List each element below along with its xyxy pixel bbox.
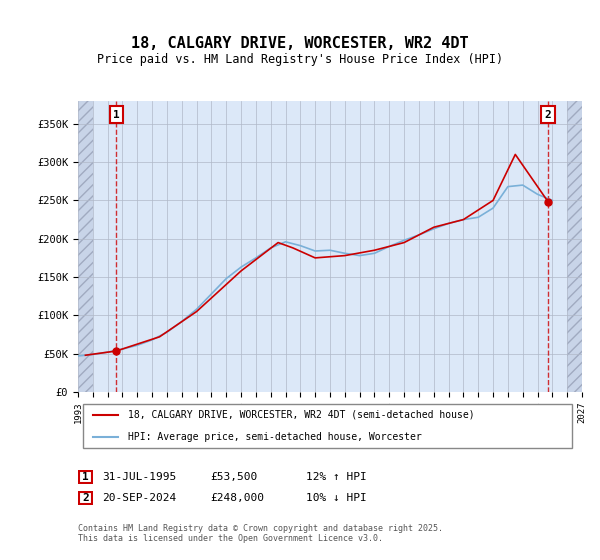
Text: £53,500: £53,500 [210,472,257,482]
Text: Price paid vs. HM Land Registry's House Price Index (HPI): Price paid vs. HM Land Registry's House … [97,53,503,66]
Text: Contains HM Land Registry data © Crown copyright and database right 2025.
This d: Contains HM Land Registry data © Crown c… [78,524,443,543]
Text: HPI: Average price, semi-detached house, Worcester: HPI: Average price, semi-detached house,… [128,432,422,442]
Text: 2: 2 [545,110,551,119]
Text: 12% ↑ HPI: 12% ↑ HPI [306,472,367,482]
Text: 1: 1 [82,472,89,482]
FancyBboxPatch shape [83,404,572,448]
Text: 20-SEP-2024: 20-SEP-2024 [102,493,176,503]
Text: 31-JUL-1995: 31-JUL-1995 [102,472,176,482]
Text: 18, CALGARY DRIVE, WORCESTER, WR2 4DT (semi-detached house): 18, CALGARY DRIVE, WORCESTER, WR2 4DT (s… [128,409,475,419]
FancyBboxPatch shape [79,492,92,505]
FancyBboxPatch shape [79,470,92,483]
Text: £248,000: £248,000 [210,493,264,503]
Bar [567,101,589,392]
Text: 2: 2 [82,493,89,503]
Text: 10% ↓ HPI: 10% ↓ HPI [306,493,367,503]
Text: 18, CALGARY DRIVE, WORCESTER, WR2 4DT: 18, CALGARY DRIVE, WORCESTER, WR2 4DT [131,36,469,52]
Bar [78,101,93,392]
Text: 1: 1 [113,110,119,119]
